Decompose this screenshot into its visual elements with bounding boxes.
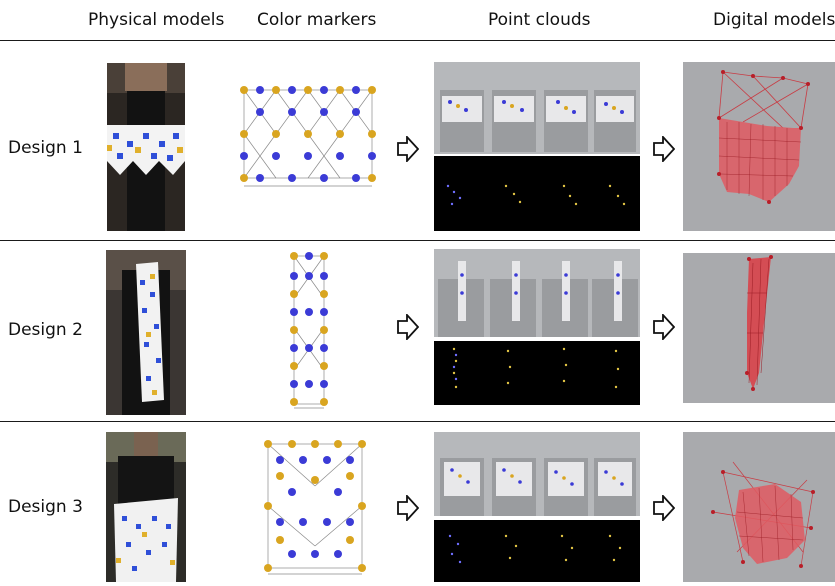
design-3-label: Design 3 — [8, 497, 83, 517]
header-digital-models: Digital models — [713, 10, 835, 30]
header-divider — [0, 40, 835, 41]
right-arrow-icon — [397, 314, 419, 340]
design-2-color-marker-pattern — [284, 248, 334, 413]
right-arrow-icon — [653, 314, 675, 340]
design-1-physical-model-photo — [107, 63, 185, 231]
row-divider-2 — [0, 421, 835, 422]
design-3-physical-model-photo — [106, 432, 186, 582]
design-1-point-cloud — [434, 62, 640, 231]
design-1-label: Design 1 — [8, 138, 83, 158]
design-3-point-cloud — [434, 432, 640, 582]
design-1-color-marker-pattern — [236, 80, 381, 195]
right-arrow-icon — [653, 136, 675, 162]
right-arrow-icon — [653, 495, 675, 521]
header-point-clouds: Point clouds — [488, 10, 591, 30]
right-arrow-icon — [397, 495, 419, 521]
design-2-digital-model — [683, 253, 835, 403]
row-divider-1 — [0, 240, 835, 241]
design-3-digital-model — [683, 432, 835, 582]
design-1-digital-model — [683, 62, 835, 231]
right-arrow-icon — [397, 136, 419, 162]
design-2-point-cloud — [434, 249, 640, 405]
header-physical-models: Physical models — [88, 10, 225, 30]
design-3-color-marker-pattern — [260, 436, 370, 578]
header-color-markers: Color markers — [257, 10, 377, 30]
design-2-label: Design 2 — [8, 320, 83, 340]
design-2-physical-model-photo — [106, 250, 186, 415]
